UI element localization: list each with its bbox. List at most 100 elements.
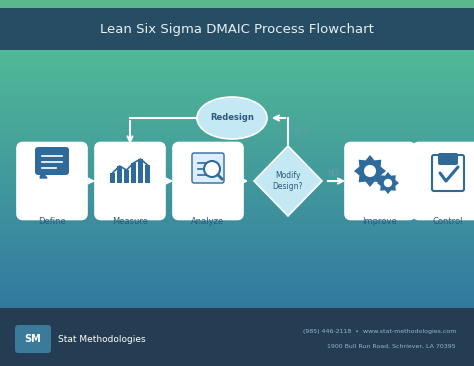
Bar <box>0 102 474 104</box>
Text: 1900 Bull Run Road, Schriever, LA 70395: 1900 Bull Run Road, Schriever, LA 70395 <box>328 344 456 348</box>
Bar <box>0 257 474 259</box>
FancyBboxPatch shape <box>35 147 69 175</box>
Bar <box>0 243 474 246</box>
Bar <box>0 161 474 164</box>
Bar <box>0 71 474 73</box>
Bar <box>0 140 474 143</box>
Bar <box>0 277 474 280</box>
Bar <box>0 122 474 125</box>
Bar <box>0 303 474 305</box>
Bar <box>0 96 474 99</box>
Bar <box>138 159 143 183</box>
Bar <box>0 50 474 53</box>
Polygon shape <box>377 172 399 194</box>
FancyBboxPatch shape <box>413 142 474 220</box>
Bar <box>0 109 474 112</box>
Bar <box>0 210 474 213</box>
Bar <box>0 213 474 215</box>
Bar <box>0 225 474 228</box>
Bar <box>0 66 474 68</box>
Bar <box>0 86 474 89</box>
Text: Control: Control <box>433 217 463 226</box>
Text: YES: YES <box>294 127 308 137</box>
Bar <box>0 298 474 300</box>
FancyBboxPatch shape <box>173 142 243 220</box>
Bar <box>0 112 474 115</box>
Text: SM: SM <box>25 334 41 344</box>
Bar <box>0 138 474 140</box>
Bar <box>0 251 474 254</box>
Bar <box>0 0 474 8</box>
Bar <box>0 280 474 282</box>
Bar <box>0 292 474 295</box>
Bar <box>0 218 474 220</box>
Bar <box>0 194 474 197</box>
Bar <box>0 171 474 174</box>
Bar <box>0 89 474 91</box>
Text: Define: Define <box>38 217 66 226</box>
Bar <box>0 120 474 122</box>
Bar <box>0 205 474 208</box>
Ellipse shape <box>197 97 267 139</box>
Bar <box>0 164 474 166</box>
Bar <box>0 58 474 60</box>
Bar <box>0 148 474 151</box>
Polygon shape <box>354 155 386 187</box>
Bar <box>0 166 474 169</box>
Bar <box>0 269 474 272</box>
Bar <box>0 156 474 158</box>
Bar <box>0 135 474 138</box>
Bar <box>0 132 474 135</box>
Bar <box>0 115 474 117</box>
Text: Redesign: Redesign <box>210 113 254 123</box>
Polygon shape <box>254 146 322 216</box>
Bar <box>0 73 474 76</box>
FancyBboxPatch shape <box>15 325 51 353</box>
Bar <box>0 202 474 205</box>
Bar <box>0 197 474 199</box>
Bar <box>0 223 474 225</box>
Bar <box>0 125 474 127</box>
Bar <box>0 63 474 66</box>
Bar <box>0 76 474 78</box>
Circle shape <box>364 165 376 177</box>
Bar <box>0 174 474 176</box>
FancyBboxPatch shape <box>192 153 224 183</box>
Circle shape <box>384 179 392 187</box>
Bar <box>0 158 474 161</box>
Text: Lean Six Sigma DMAIC Process Flowchart: Lean Six Sigma DMAIC Process Flowchart <box>100 22 374 36</box>
Bar <box>0 187 474 189</box>
Bar <box>0 99 474 102</box>
Text: Analyze: Analyze <box>191 217 225 226</box>
FancyBboxPatch shape <box>432 155 464 191</box>
Bar <box>0 55 474 58</box>
Bar <box>0 53 474 55</box>
Bar <box>0 184 474 187</box>
Text: Improve: Improve <box>363 217 397 226</box>
Text: Modify
Design?: Modify Design? <box>273 171 303 191</box>
Text: NO: NO <box>327 168 338 178</box>
Bar <box>0 153 474 156</box>
Bar <box>0 274 474 277</box>
Bar <box>0 308 474 366</box>
Bar <box>0 151 474 153</box>
Bar <box>0 68 474 71</box>
Bar <box>0 236 474 238</box>
Bar <box>0 259 474 262</box>
Bar <box>0 233 474 236</box>
Bar <box>131 163 136 183</box>
Bar <box>0 305 474 308</box>
Bar <box>0 130 474 132</box>
Bar <box>0 249 474 251</box>
Bar <box>0 254 474 257</box>
Bar <box>0 169 474 171</box>
Bar <box>0 60 474 63</box>
Bar <box>0 282 474 285</box>
Bar <box>0 228 474 231</box>
Bar <box>0 290 474 292</box>
Bar <box>0 94 474 96</box>
Bar <box>0 192 474 194</box>
Bar <box>0 208 474 210</box>
Circle shape <box>204 161 220 177</box>
Bar <box>117 166 122 183</box>
